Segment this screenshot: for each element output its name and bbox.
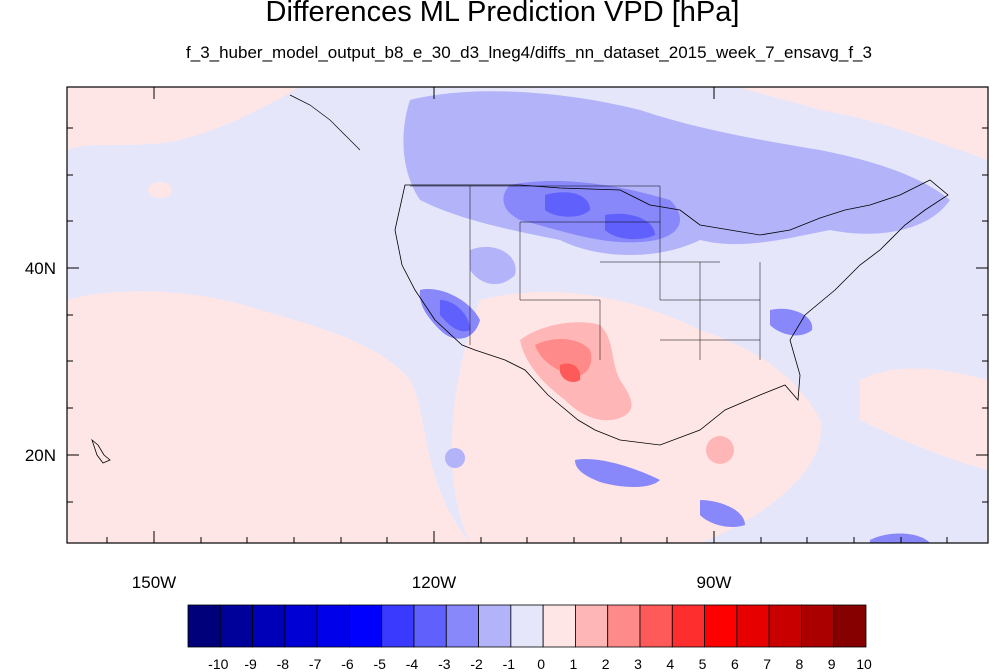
colorbar-tick-label: 3 — [634, 656, 642, 672]
lat-label-40n: 40N — [25, 259, 56, 278]
bottom-ticks — [106, 531, 948, 543]
colorbar-tick-label: -3 — [438, 656, 451, 672]
colorbar-box — [349, 604, 383, 648]
colorbar-tick-label: -6 — [341, 656, 354, 672]
colorbar-tick-label: 8 — [796, 656, 804, 672]
pink-spot-gulf — [706, 436, 734, 464]
left-ticks — [67, 127, 79, 503]
pink-region-southwest-pacific — [67, 291, 470, 543]
colorbar-tick-label: 7 — [763, 656, 771, 672]
alaska-coast — [289, 94, 361, 151]
hawaii-outline — [91, 438, 111, 464]
colorbar-tick-label: -1 — [503, 656, 516, 672]
colorbar-tick-label: -4 — [406, 656, 419, 672]
colorbar-box — [768, 604, 802, 648]
colorbar-tick-label: 10 — [856, 656, 872, 672]
red-peak-southwest — [560, 363, 581, 383]
blue-region-carolinas — [770, 308, 813, 336]
colorbar-box — [671, 604, 705, 648]
blue-region-mexico-pacific — [575, 459, 660, 487]
colorbar-box — [704, 604, 738, 648]
lon-label-150w: 150W — [132, 573, 176, 592]
colorbar-box — [187, 604, 221, 648]
top-ticks — [153, 87, 715, 99]
lat-label-20n: 20N — [25, 446, 56, 465]
colorbar-tick-label: 4 — [666, 656, 674, 672]
colorbar-box — [833, 604, 867, 648]
pink-region-atlantic — [860, 368, 988, 470]
colorbar-box — [413, 604, 447, 648]
colorbar-box — [445, 604, 479, 648]
pink-spot — [148, 182, 172, 198]
state-borders — [410, 185, 761, 360]
colorbar-tick-label: 6 — [731, 656, 739, 672]
colorbar-tick-label: -5 — [373, 656, 386, 672]
colorbar-box — [381, 604, 415, 648]
blue-region-central-america — [700, 500, 745, 527]
colorbar-box — [639, 604, 673, 648]
colorbar-box — [284, 604, 318, 648]
colorbar-box — [736, 604, 770, 648]
colorbar-tick-label: -9 — [244, 656, 257, 672]
colorbar — [187, 604, 867, 648]
red-core-southwest — [535, 338, 592, 376]
anomaly-field — [67, 87, 988, 543]
blue-core-montana — [545, 192, 590, 217]
map-title: Differences ML Prediction VPD [hPa] — [265, 0, 740, 28]
colorbar-box — [575, 604, 609, 648]
colorbar-box — [607, 604, 641, 648]
colorbar-box — [478, 604, 512, 648]
coastline-north-america — [394, 179, 949, 446]
pink-region-north-east — [740, 87, 988, 160]
colorbar-box — [219, 604, 253, 648]
colorbar-tick-label: 9 — [828, 656, 836, 672]
colorbar-tick-label: 2 — [602, 656, 610, 672]
colorbar-tick-label: 0 — [537, 656, 545, 672]
colorbar-box — [316, 604, 350, 648]
blue-region-caribbean — [870, 533, 930, 543]
blue-core-california — [440, 300, 470, 332]
pink-region-north-pacific — [67, 87, 300, 150]
lon-label-90w: 90W — [697, 573, 732, 592]
map-subtitle: f_3_huber_model_output_b8_e_30_d3_lneg4/… — [186, 43, 872, 62]
colorbar-box — [510, 604, 544, 648]
colorbar-tick-label: 5 — [699, 656, 707, 672]
lon-label-120w: 120W — [412, 573, 456, 592]
colorbar-tick-label: 1 — [570, 656, 578, 672]
blue-spot-pacific — [445, 448, 465, 468]
colorbar-box — [801, 604, 835, 648]
colorbar-tick-label: -2 — [470, 656, 483, 672]
colorbar-box — [252, 604, 286, 648]
colorbar-tick-label: -8 — [277, 656, 290, 672]
blue-core-dakota — [605, 213, 655, 240]
colorbar-tick-label: -7 — [309, 656, 322, 672]
blue-region-great-basin — [470, 246, 516, 285]
right-ticks — [976, 127, 988, 503]
colorbar-labels: -10 -9 -8 -7 -6 -5 -4 -3 -2 -1 0 1 2 3 4 5 6 7 8 9 10 — [208, 656, 872, 672]
colorbar-box — [542, 604, 576, 648]
colorbar-tick-label: -10 — [208, 656, 228, 672]
